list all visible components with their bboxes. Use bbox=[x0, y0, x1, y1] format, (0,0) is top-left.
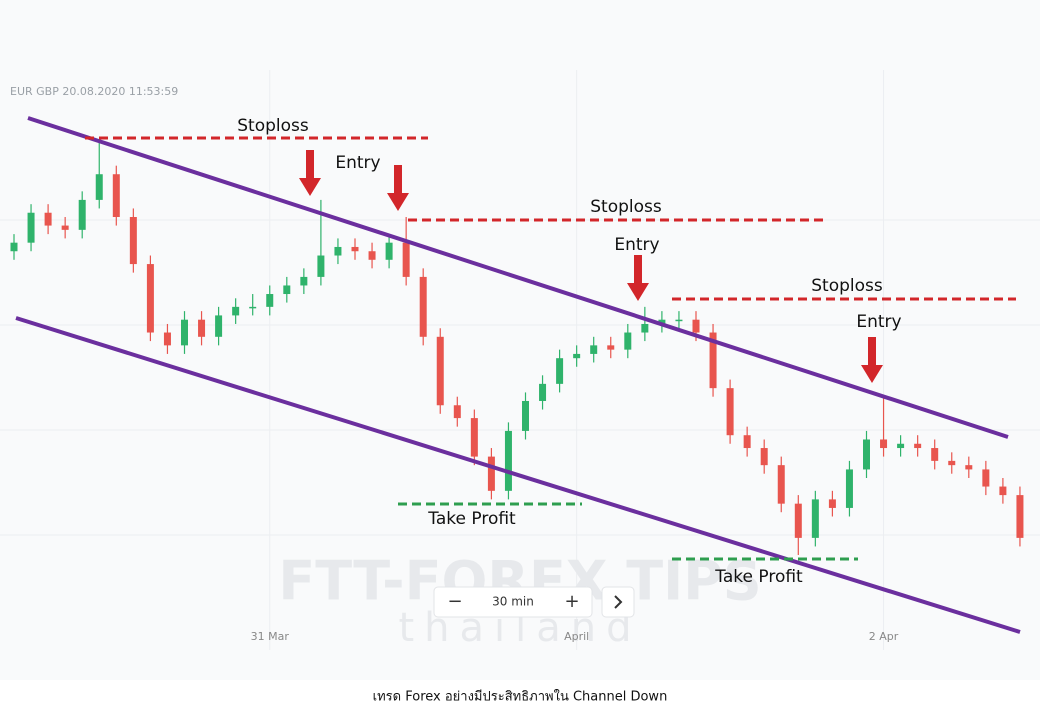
candle-body bbox=[146, 264, 154, 333]
interval-label: 30 min bbox=[492, 595, 534, 609]
candle-body bbox=[573, 353, 581, 359]
candle-body bbox=[385, 242, 393, 260]
candle-body bbox=[760, 448, 768, 466]
channel-upper bbox=[27, 116, 1009, 439]
candle-body bbox=[402, 242, 410, 277]
candle-body bbox=[709, 332, 717, 389]
candle-body bbox=[283, 285, 291, 295]
candle-body bbox=[948, 460, 956, 466]
candle-body bbox=[112, 174, 120, 218]
candle-body bbox=[300, 276, 308, 286]
candle-body bbox=[675, 319, 683, 322]
candle-body bbox=[215, 315, 223, 337]
grid bbox=[0, 219, 1040, 536]
candle-body bbox=[61, 225, 69, 230]
candle-body bbox=[44, 212, 52, 226]
candle-body bbox=[590, 345, 598, 354]
zoom-out[interactable]: − bbox=[447, 591, 462, 612]
caption: เทรด Forex อย่างมีประสิทธิภาพใน Channel … bbox=[373, 689, 668, 705]
candle-body bbox=[880, 439, 888, 449]
candle-body bbox=[692, 319, 700, 333]
candle-body bbox=[129, 217, 137, 265]
entry-label: Entry bbox=[856, 312, 901, 332]
zoom-in[interactable]: + bbox=[564, 591, 579, 612]
plot-background bbox=[0, 0, 1040, 680]
candle-body bbox=[999, 486, 1007, 496]
candle-body bbox=[931, 448, 939, 461]
candle-body bbox=[982, 469, 990, 487]
candle-body bbox=[249, 306, 257, 309]
candle-body bbox=[419, 276, 427, 337]
candle-body bbox=[607, 345, 615, 350]
candle-body bbox=[556, 358, 564, 384]
channel-lower bbox=[15, 316, 1021, 634]
candle-body bbox=[334, 246, 342, 256]
interval-box bbox=[433, 586, 593, 618]
candle-body bbox=[743, 435, 751, 449]
next-icon bbox=[614, 595, 623, 609]
candle-body bbox=[897, 443, 905, 449]
entry-arrows bbox=[299, 150, 883, 383]
entry-label: Entry bbox=[614, 235, 659, 255]
candle-body bbox=[863, 439, 870, 470]
stoploss-lines bbox=[85, 136, 1016, 301]
x-tick-label: 2 Apr bbox=[869, 630, 899, 643]
candle-body bbox=[641, 323, 649, 333]
candle-body bbox=[163, 332, 171, 346]
candle-body bbox=[658, 319, 666, 324]
candle-body bbox=[436, 336, 444, 406]
caption-background bbox=[0, 680, 1040, 720]
candle-body bbox=[965, 465, 973, 470]
candle-body bbox=[368, 251, 376, 260]
candle-body bbox=[232, 306, 240, 316]
stoploss-label: Stoploss bbox=[811, 276, 883, 296]
candle-body bbox=[198, 319, 206, 337]
next-button[interactable] bbox=[601, 586, 635, 618]
x-tick-label: April bbox=[564, 630, 589, 643]
candle-body bbox=[845, 469, 853, 508]
candle-body bbox=[181, 319, 188, 346]
candle-body bbox=[794, 503, 802, 538]
stoploss-label: Stoploss bbox=[237, 116, 309, 136]
channel bbox=[15, 116, 1021, 634]
candle-body bbox=[624, 332, 632, 350]
candle-body bbox=[487, 456, 495, 491]
stoploss-label: Stoploss bbox=[590, 197, 662, 217]
header: EUR GBP 20.08.2020 11:53:59 bbox=[10, 85, 178, 98]
candle-body bbox=[266, 294, 274, 307]
candle-body bbox=[453, 405, 461, 419]
interval-control: − 30 min + bbox=[433, 586, 635, 618]
candle-body bbox=[777, 465, 785, 504]
candle-body bbox=[522, 400, 529, 431]
candle-body bbox=[317, 255, 325, 277]
candle-body bbox=[78, 199, 86, 230]
candle-body bbox=[828, 499, 836, 508]
x-tick-label: 31 Mar bbox=[251, 630, 290, 643]
take-profit-label: Take Profit bbox=[714, 567, 803, 587]
candle-body bbox=[470, 418, 478, 457]
candle-body bbox=[1016, 495, 1024, 538]
candle-body bbox=[10, 242, 18, 252]
entry-label: Entry bbox=[335, 153, 380, 173]
candle-body bbox=[914, 443, 922, 449]
candle-body bbox=[351, 246, 359, 252]
candle-body bbox=[539, 383, 547, 401]
candle-body bbox=[726, 388, 734, 436]
candle-body bbox=[811, 499, 819, 538]
take-profit-lines bbox=[398, 502, 858, 561]
candle-body bbox=[27, 212, 35, 243]
candle-body bbox=[95, 174, 103, 200]
candle-body bbox=[504, 430, 512, 491]
take-profit-label: Take Profit bbox=[427, 509, 516, 529]
